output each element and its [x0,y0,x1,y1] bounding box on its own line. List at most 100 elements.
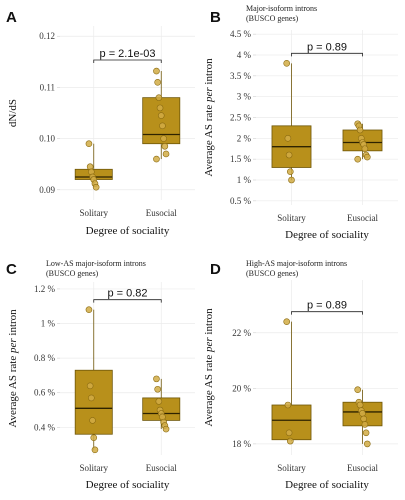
y-tick-label: 0.09 [39,185,55,195]
x-axis-title: Degree of sociality [285,229,369,241]
data-point [90,434,98,442]
y-tick-label: 3.5 % [230,71,252,81]
panel-b: B Major-isoform introns (BUSCO genes) 0.5 %… [203,4,398,241]
y-tick-label: 0.4 % [34,422,56,432]
panel-letter: D [210,261,221,278]
data-point [92,183,100,191]
y-axis-title-part: per [203,87,215,103]
x-axis-title: Degree of sociality [285,479,369,491]
x-tick-label: Eusocial [146,208,177,218]
y-tick-label: 22 % [232,328,251,338]
panel-d: D High-AS major-isoform introns (BUSCO gen… [203,259,398,491]
x-tick-label: Solitary [80,463,109,473]
x-tick-label: Eusocial [146,463,177,473]
data-point [283,318,291,325]
data-point [156,104,164,112]
data-point [354,386,362,394]
panel-subtitle: High-AS major-isoform introns (BUSCO gene… [246,259,347,278]
data-point [285,151,293,159]
panel-subtitle: Low-AS major-isoform introns (BUSCO genes… [46,259,146,278]
data-point [85,140,93,148]
y-tick-label: 4.5 % [230,29,252,39]
significance-bracket [93,299,162,303]
subtitle-line: (BUSCO genes) [246,14,299,23]
data-point [159,122,166,130]
y-axis-title-part: intron [203,308,215,338]
y-axis-title: Average AS rate per intron [203,308,215,427]
x-axis-title: Degree of sociality [86,225,170,237]
data-point [356,126,364,134]
subtitle-line: High-AS major-isoform introns [246,259,347,268]
y-axis-title-part: intron [7,309,19,339]
x-tick-label: Eusocial [347,463,378,473]
panel-c: C Low-AS major-isoform introns (BUSCO gene… [6,259,195,491]
data-point [360,415,368,423]
y-tick-label: 4 % [237,50,252,60]
panel-subtitle: Major-isoform introns (BUSCO genes) [246,4,317,23]
y-axis-title-part: Average AS rate [7,353,19,428]
subtitle-line: (BUSCO genes) [246,269,299,278]
y-tick-label: 18 % [232,439,251,449]
y-tick-label: 2 % [237,133,252,143]
subtitle-line: (BUSCO genes) [46,269,99,278]
y-tick-label: 3 % [237,92,252,102]
y-tick-label: 0.11 [40,82,55,92]
data-point [361,145,369,153]
y-tick-label: 1 % [237,175,252,185]
data-point [288,176,295,184]
data-point [85,306,93,313]
x-tick-label: Solitary [80,208,109,218]
data-point [361,421,369,428]
data-point [283,60,291,67]
data-point [359,410,366,417]
data-point [155,94,163,101]
data-point [154,385,161,393]
data-point [284,135,292,142]
y-axis-title-part: intron [203,58,215,88]
y-tick-label: 1.5 % [230,154,252,164]
panel-letter: B [210,9,221,26]
x-tick-label: Solitary [277,463,306,473]
y-tick-label: 0.5 % [230,196,252,206]
y-axis-title-part: dN/dS [7,99,19,127]
y-axis-title-part: Average AS rate [203,102,215,177]
panel-letter: C [6,261,17,278]
data-point [155,398,163,405]
p-value-label: p = 0.82 [107,288,147,300]
y-axis-title-part: per [203,337,215,353]
data-point [362,429,370,437]
y-axis-title: Average AS rate per intron [7,309,19,428]
p-value-label: p = 0.89 [307,41,347,53]
p-value-label: p = 2.1e-03 [100,48,156,60]
panel-letter: A [6,9,17,26]
data-point [285,429,293,437]
data-point [161,142,169,150]
data-point [153,155,160,163]
y-tick-label: 1.2 % [34,284,56,294]
x-tick-label: Eusocial [347,213,378,223]
y-tick-label: 0.8 % [34,353,56,363]
data-point [162,150,170,158]
box-solitary [74,369,113,435]
x-tick-label: Solitary [277,213,306,223]
data-point [284,401,292,409]
data-point [154,78,161,86]
significance-bracket [291,52,363,57]
y-tick-label: 0.10 [39,134,55,144]
y-tick-label: 0.12 [39,31,55,41]
data-point [162,425,170,433]
y-axis-title: dN/dS [7,99,19,127]
significance-bracket [93,59,162,63]
y-tick-label: 20 % [232,383,251,393]
panel-a: A 0.09 0.10 0.11 0.12 p = 2.1e-03 Solitary Euso… [6,9,195,237]
data-point [363,440,371,448]
data-point [363,153,371,161]
significance-bracket [291,311,363,315]
data-point [86,382,94,390]
data-point [153,67,160,75]
data-point [153,375,160,383]
data-point [91,446,99,454]
data-point [286,437,294,445]
data-point [157,112,165,119]
x-axis-title: Degree of sociality [86,479,170,491]
